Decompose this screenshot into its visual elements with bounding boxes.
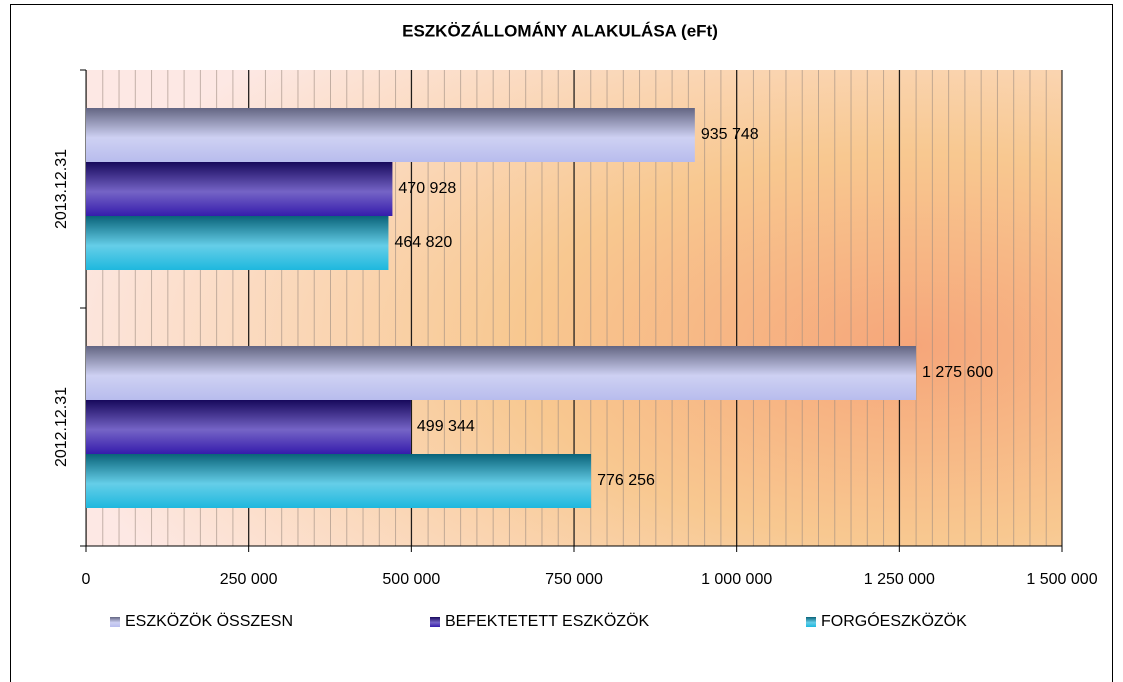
x-tick-label: 0 — [82, 571, 91, 588]
legend-marker — [110, 617, 120, 627]
bar — [86, 162, 393, 216]
legend-label: FORGÓESZKÖZÖK — [821, 611, 967, 630]
x-tick-label: 750 000 — [545, 571, 603, 588]
value-label: 1 275 600 — [922, 364, 993, 381]
bar — [86, 400, 411, 454]
value-label: 464 820 — [394, 234, 452, 251]
value-label: 499 344 — [417, 418, 475, 435]
value-label: 935 748 — [701, 126, 759, 143]
x-tick-label: 250 000 — [220, 571, 278, 588]
legend-label: ESZKÖZÖK ÖSSZESN — [125, 612, 293, 630]
legend-label: BEFEKTETETT ESZKÖZÖK — [445, 612, 650, 630]
value-label: 470 928 — [398, 180, 456, 197]
legend-marker — [430, 617, 440, 627]
bar — [86, 346, 916, 400]
bar — [86, 108, 695, 162]
bar — [86, 216, 389, 270]
chart-title: ESZKÖZÁLLOMÁNY ALAKULÁSA (eFt) — [402, 21, 718, 40]
x-tick-label: 1 250 000 — [864, 571, 935, 588]
bar — [86, 454, 592, 508]
x-tick-label: 500 000 — [382, 571, 440, 588]
y-tick-label: 2012.12.31 — [53, 387, 70, 467]
legend-marker — [806, 617, 816, 627]
value-label: 776 256 — [597, 472, 655, 489]
x-tick-label: 1 500 000 — [1026, 571, 1097, 588]
y-tick-label: 2013.12.31 — [53, 149, 70, 229]
x-tick-label: 1 000 000 — [701, 571, 772, 588]
